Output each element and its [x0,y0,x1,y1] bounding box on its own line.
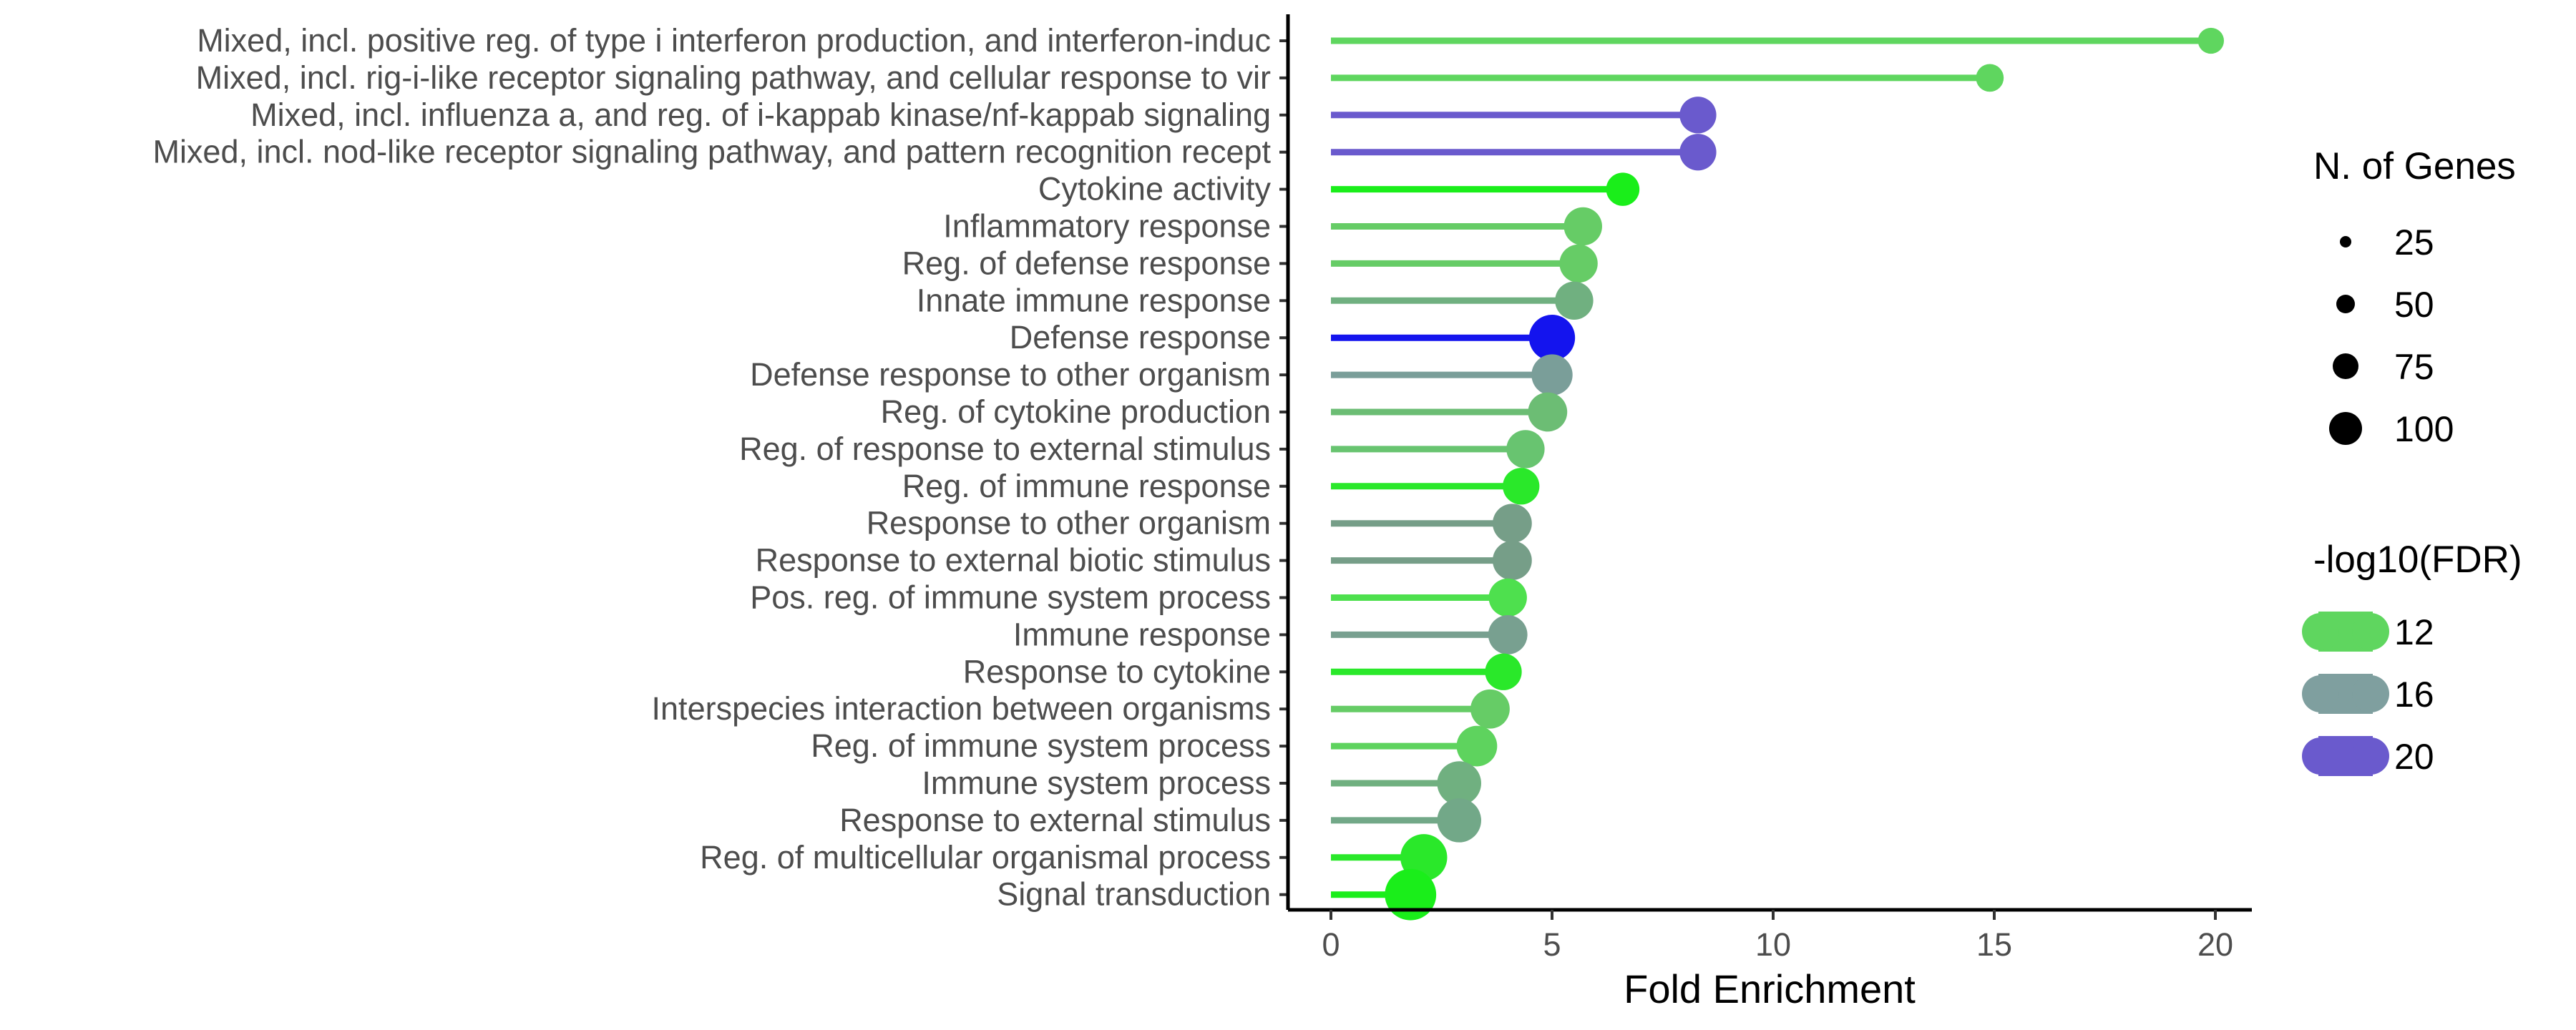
legend-color-label: 16 [2394,675,2434,715]
legend-color-label: 20 [2394,737,2434,777]
category-label: Immune response [1013,616,1271,652]
x-tick-label: 20 [2197,926,2233,963]
x-ticks: 0 5 10 15 20 [1322,910,2233,963]
category-label: Signal transduction [997,876,1271,913]
legend-color-key-cap [2352,675,2389,712]
legend-size-label: 75 [2394,347,2434,387]
legend-size-key [2329,412,2362,445]
lollipop-point [1485,653,1522,690]
lollipop-point [1679,134,1717,171]
legend-size-label: 25 [2394,222,2434,263]
category-label: Immune system process [922,765,1271,801]
legend-color-key-cap [2352,613,2389,650]
lollipop-point [1503,468,1540,505]
lollipop-point [1385,868,1437,921]
lollipop-point [1606,172,1640,206]
x-tick-label: 10 [1755,926,1791,963]
lollipop-point [1456,725,1498,767]
legend-color-key-cap [2302,675,2339,712]
lollipop-point [1488,578,1527,617]
legend-size-key [2340,236,2351,247]
category-label: Reg. of defense response [902,245,1271,281]
lollipop-point [1976,64,2004,92]
category-label: Mixed, incl. nod-like receptor signaling… [152,134,1271,170]
category-label: Response to external stimulus [839,802,1271,838]
lollipop-marks [1331,27,2225,921]
x-tick-label: 0 [1322,926,1340,963]
lollipop-point [2197,27,2225,54]
legend-size: N. of Genes 25 50 75 100 [2313,145,2516,449]
category-label: Cytokine activity [1038,171,1272,207]
lollipop-point [1488,615,1528,654]
category-label: Reg. of immune response [902,468,1271,504]
legend-color: -log10(FDR) 12 16 20 [2302,539,2522,777]
category-label: Reg. of immune system process [811,727,1271,764]
legend-size-label: 50 [2394,285,2434,325]
lollipop-point [1563,207,1602,246]
lollipop-point [1437,761,1481,805]
category-label: Innate immune response [917,282,1271,318]
category-label: Response to other organism [867,505,1271,541]
lollipop-point [1506,430,1545,469]
lollipop-point [1679,97,1717,134]
category-label: Response to cytokine [963,653,1271,690]
legend-color-title: -log10(FDR) [2313,539,2522,581]
category-label: Inflammatory response [943,208,1271,245]
legend-size-key [2336,295,2355,313]
legend-color-key-cap [2302,613,2339,650]
lollipop-point [1531,354,1573,396]
category-label: Reg. of cytokine production [881,393,1271,430]
category-label: Reg. of response to external stimulus [739,431,1271,467]
category-label: Mixed, incl. positive reg. of type i int… [197,22,1271,59]
category-label: Mixed, incl. rig-i-like receptor signali… [196,59,1271,96]
category-label: Defense response to other organism [750,356,1271,393]
x-tick-label: 15 [1976,926,2012,963]
category-label: Mixed, incl. influenza a, and reg. of i-… [250,97,1271,133]
x-axis-title: Fold Enrichment [1624,966,1916,1011]
lollipop-point [1492,504,1532,544]
lollipop-point [1528,315,1576,361]
legend-size-title: N. of Genes [2313,145,2516,187]
axes [1286,14,2252,912]
x-tick-label: 5 [1543,926,1561,963]
lollipop-point [1437,798,1481,843]
legend-size-label: 100 [2394,409,2454,449]
category-label: Pos. reg. of immune system process [750,579,1271,616]
category-label: Interspecies interaction between organis… [652,690,1271,727]
category-label: Reg. of multicellular organismal process [700,839,1271,876]
legend-size-key [2333,353,2358,379]
lollipop-point [1528,392,1568,432]
legend-color-key-cap [2352,737,2389,775]
lollipop-point [1559,244,1598,283]
category-label: Defense response [1010,319,1271,355]
category-labels: Mixed, incl. positive reg. of type i int… [152,22,1288,913]
category-label: Response to external biotic stimulus [756,542,1271,579]
lollipop-point [1555,281,1594,320]
lollipop-point [1470,689,1510,729]
legend-color-key-cap [2302,737,2339,775]
legend-color-label: 12 [2394,612,2434,652]
lollipop-point [1492,541,1532,580]
